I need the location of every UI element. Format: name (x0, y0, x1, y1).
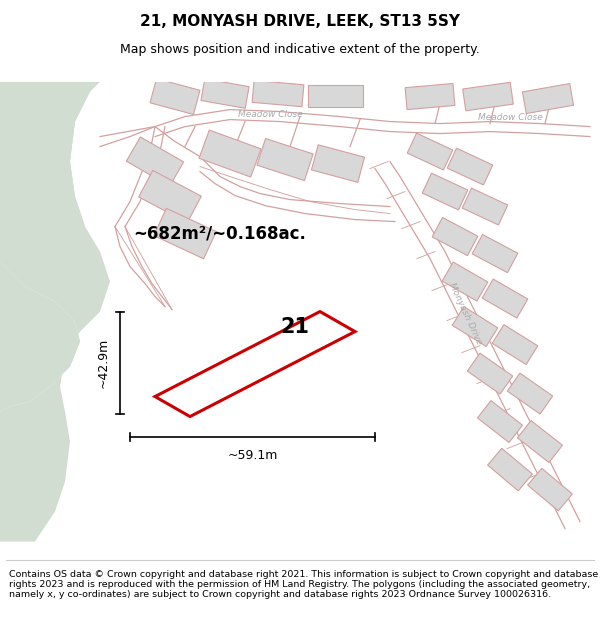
Text: Meadow Close: Meadow Close (238, 110, 302, 119)
Polygon shape (422, 173, 468, 210)
Polygon shape (201, 79, 249, 108)
Polygon shape (432, 217, 478, 256)
Polygon shape (462, 188, 508, 225)
Polygon shape (199, 130, 261, 177)
Polygon shape (523, 84, 574, 114)
Polygon shape (508, 373, 553, 414)
Text: Meadow Close: Meadow Close (478, 113, 542, 122)
Polygon shape (442, 262, 488, 301)
Text: 21: 21 (281, 316, 310, 336)
Polygon shape (150, 79, 200, 114)
Polygon shape (311, 145, 365, 182)
Polygon shape (482, 279, 528, 318)
Text: Contains OS data © Crown copyright and database right 2021. This information is : Contains OS data © Crown copyright and d… (9, 569, 598, 599)
Text: Monyash Drive: Monyash Drive (447, 281, 483, 346)
Polygon shape (308, 84, 362, 106)
Polygon shape (155, 311, 355, 416)
Polygon shape (405, 84, 455, 109)
Polygon shape (252, 81, 304, 107)
Polygon shape (463, 82, 513, 111)
Text: ~59.1m: ~59.1m (227, 449, 278, 461)
Polygon shape (492, 324, 538, 364)
Polygon shape (472, 234, 518, 272)
Polygon shape (447, 148, 493, 185)
Polygon shape (127, 137, 184, 186)
Polygon shape (0, 81, 100, 226)
Polygon shape (517, 421, 563, 462)
Polygon shape (407, 133, 453, 170)
Polygon shape (0, 261, 80, 541)
Polygon shape (139, 171, 202, 222)
Polygon shape (257, 139, 313, 181)
Polygon shape (527, 468, 572, 511)
Polygon shape (467, 353, 512, 394)
Text: 21, MONYASH DRIVE, LEEK, ST13 5SY: 21, MONYASH DRIVE, LEEK, ST13 5SY (140, 14, 460, 29)
Polygon shape (488, 448, 532, 491)
Polygon shape (154, 208, 216, 259)
Text: ~42.9m: ~42.9m (97, 338, 110, 388)
Polygon shape (452, 307, 498, 346)
Polygon shape (478, 401, 523, 442)
Text: Map shows position and indicative extent of the property.: Map shows position and indicative extent… (120, 42, 480, 56)
Polygon shape (0, 81, 110, 541)
Text: ~682m²/~0.168ac.: ~682m²/~0.168ac. (134, 224, 307, 243)
